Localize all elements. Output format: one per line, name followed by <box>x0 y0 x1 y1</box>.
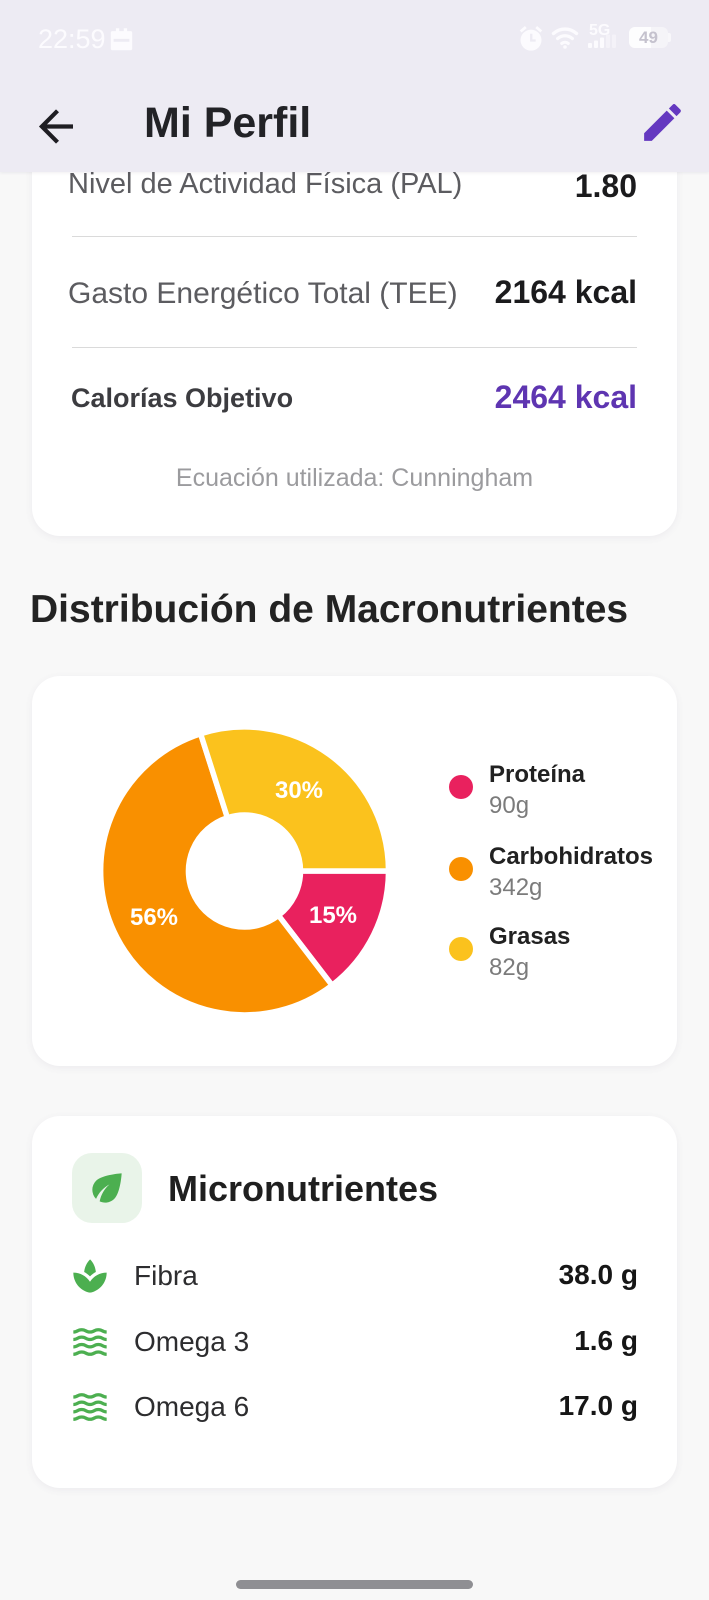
svg-text:30%: 30% <box>275 777 323 804</box>
svg-text:15%: 15% <box>309 902 357 929</box>
svg-text:56%: 56% <box>130 904 178 931</box>
